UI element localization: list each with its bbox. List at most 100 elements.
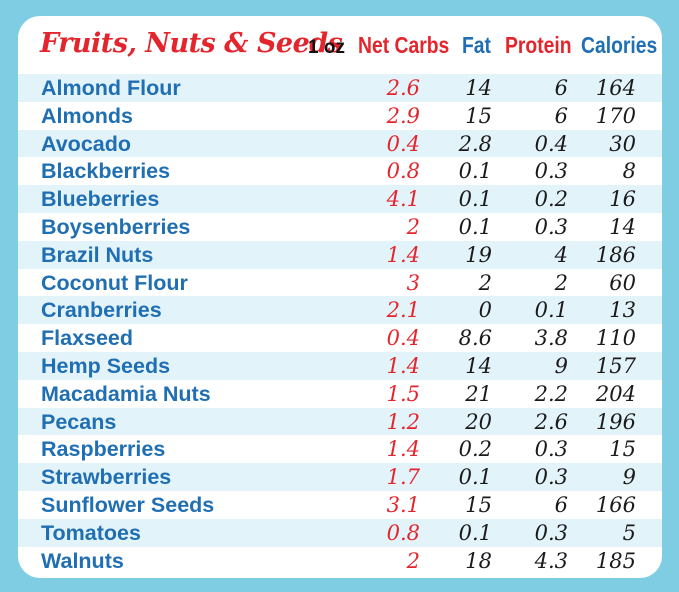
fat-value: 0.1 [458,214,492,239]
column-header-protein: Protein [505,32,572,58]
protein-value: 9 [554,353,568,378]
net-carbs-value: 1.7 [386,465,420,490]
food-name: Flaxseed [41,326,134,351]
calories-value: 16 [609,187,636,212]
calories-value: 110 [595,326,636,351]
net-carbs-value: 1.5 [386,381,420,406]
net-carbs-value: 4.1 [386,187,420,212]
fat-value: 14 [465,76,492,100]
table-row: Pecans 1.2 20 2.6 196 [18,407,662,436]
table-row: Hemp Seeds 1.4 14 9 157 [18,351,662,380]
protein-value: 4.3 [534,548,568,573]
food-name: Blackberries [41,159,171,184]
calories-value: 9 [622,465,636,490]
protein-value: 2 [554,270,568,295]
calories-value: 185 [595,548,636,573]
serving-size: 1 oz [308,37,345,58]
calories-value: 204 [595,381,636,406]
food-name: Avocado [41,131,131,156]
food-name: Walnuts [41,548,124,573]
net-carbs-value: 0.8 [386,159,420,184]
protein-value: 6 [554,103,568,128]
food-name: Pecans [41,409,117,434]
calories-value: 157 [595,353,636,378]
fat-value: 14 [465,353,492,378]
calories-value: 60 [609,270,636,295]
fat-value: 0.1 [458,520,492,545]
fat-value: 18 [465,548,492,573]
net-carbs-value: 2.6 [386,76,420,100]
food-name: Hemp Seeds [41,353,171,378]
protein-value: 0.3 [534,159,568,184]
net-carbs-value: 0.4 [386,326,420,351]
net-carbs-value: 1.4 [386,353,420,378]
food-table: Almond Flour 2.6 14 6 164 Almonds 2.9 15 6 170 Avo… [18,74,662,574]
fat-value: 0.1 [458,159,492,184]
table-row: Brazil Nuts 1.4 19 4 186 [18,240,662,269]
net-carbs-value: 0.4 [386,131,420,156]
protein-value: 0.3 [534,520,568,545]
table-row: Flaxseed 0.4 8.6 3.8 110 [18,324,662,352]
food-name: Almond Flour [41,76,181,100]
net-carbs-value: 3.1 [386,492,420,517]
protein-value: 0.3 [534,465,568,490]
net-carbs-value: 1.4 [386,437,420,462]
net-carbs-value: 2 [406,548,420,573]
column-header-net-carbs: Net Carbs [358,32,450,58]
net-carbs-value: 1.2 [386,409,420,434]
table-row: Blueberries 4.1 0.1 0.2 16 [18,185,662,213]
protein-value: 0.1 [534,298,568,323]
table-row: Tomatoes 0.8 0.1 0.3 5 [18,518,662,547]
fat-value: 0.1 [458,187,492,212]
calories-value: 164 [595,76,636,100]
food-name: Strawberries [41,465,172,490]
net-carbs-value: 2 [406,214,420,239]
page-title: Fruits, Nuts & Seeds [40,28,343,59]
protein-value: 0.3 [534,437,568,462]
fat-value: 20 [465,409,492,434]
food-name: Coconut Flour [41,270,188,295]
fat-value: 15 [465,492,492,517]
food-name: Brazil Nuts [41,242,154,267]
table-row: Cranberries 2.1 0 0.1 13 [18,296,662,325]
table-row: Walnuts 2 18 4.3 185 [18,547,662,575]
protein-value: 2.2 [534,381,568,406]
net-carbs-value: 1.4 [386,242,420,267]
protein-value: 2.6 [534,409,568,434]
calories-value: 196 [595,409,636,434]
calories-value: 30 [609,131,636,156]
calories-value: 5 [622,520,636,545]
fat-value: 0 [478,298,492,323]
protein-value: 3.8 [534,326,568,351]
protein-value: 0.4 [534,131,568,156]
calories-value: 166 [595,492,636,517]
food-name: Almonds [41,103,133,128]
protein-value: 4 [554,242,568,267]
food-name: Raspberries [41,437,166,462]
protein-value: 6 [554,492,568,517]
calories-value: 8 [622,159,636,184]
table-row: Macadamia Nuts 1.5 21 2.2 204 [18,380,662,408]
table-row: Sunflower Seeds 3.1 15 6 166 [18,491,662,519]
net-carbs-value: 2.1 [386,298,420,323]
column-header-calories: Calories [581,32,658,58]
calories-value: 170 [595,103,636,128]
column-header-fat: Fat [462,32,491,58]
net-carbs-value: 3 [406,270,420,295]
net-carbs-value: 0.8 [386,520,420,545]
fat-value: 15 [465,103,492,128]
food-name: Boysenberries [41,214,191,239]
protein-value: 6 [554,76,568,100]
table-row: Avocado 0.4 2.8 0.4 30 [18,129,662,158]
food-name: Cranberries [41,298,162,323]
table-header: Fruits, Nuts & Seeds 1 oz Net Carbs Fat … [18,16,662,74]
nutrition-card: Fruits, Nuts & Seeds 1 oz Net Carbs Fat … [18,16,662,578]
fat-value: 21 [465,381,492,406]
table-row: Blackberries 0.8 0.1 0.3 8 [18,157,662,185]
fat-value: 0.2 [458,437,492,462]
food-name: Sunflower Seeds [41,492,215,517]
fat-value: 19 [465,242,492,267]
fat-value: 2 [478,270,492,295]
food-name: Blueberries [41,187,160,212]
table-row: Coconut Flour 3 2 2 60 [18,269,662,297]
